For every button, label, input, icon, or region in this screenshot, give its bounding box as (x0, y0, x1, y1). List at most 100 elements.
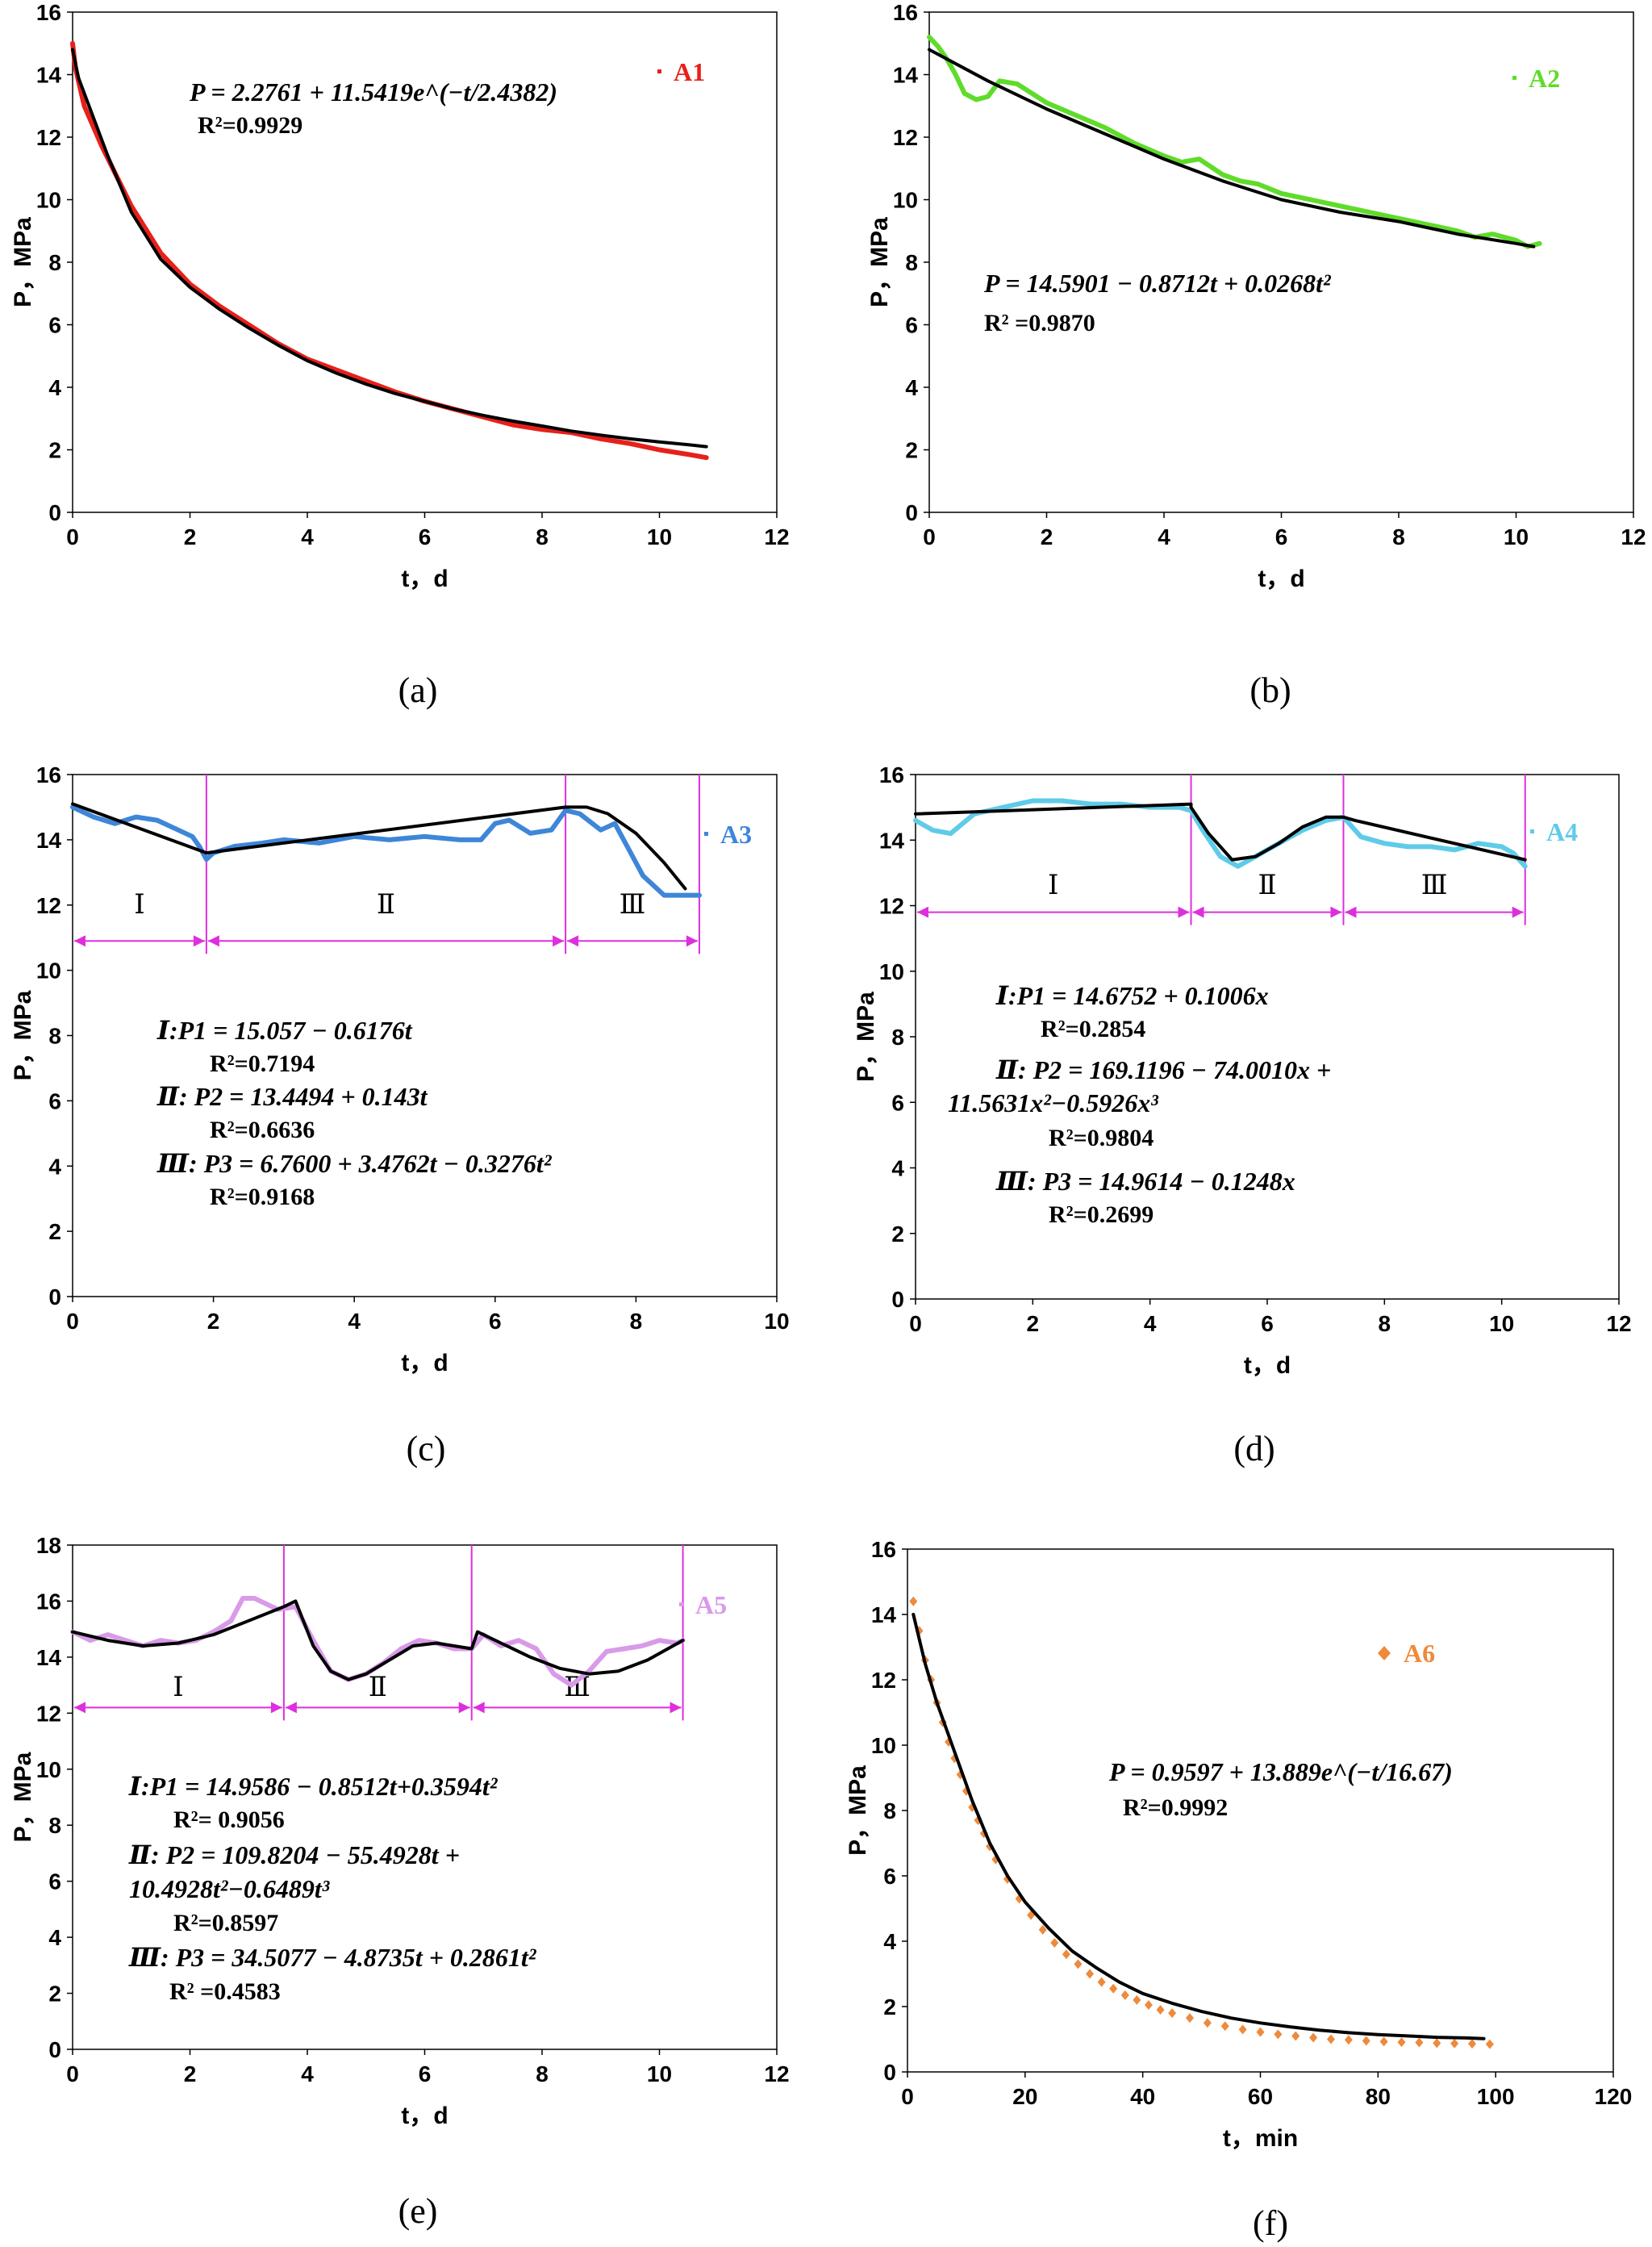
stage-arrowhead (473, 1702, 485, 1714)
legend-label: A4 (1546, 817, 1578, 846)
x-tick-label: 8 (536, 2061, 549, 2086)
y-axis-label: P，MPa (10, 1752, 36, 1842)
y-tick-label: 8 (891, 1025, 904, 1050)
fit-equation: Ⅰ:P1 = 15.057 − 0.6176t (156, 1016, 413, 1045)
y-tick-label: 2 (883, 1994, 896, 2019)
y-tick-label: 2 (48, 1982, 61, 2007)
stage-arrowhead (207, 935, 219, 947)
stage-label: Ⅲ (564, 1673, 590, 1702)
x-tick-label: 8 (1379, 1311, 1391, 1336)
panel-caption: (b) (1249, 670, 1291, 710)
y-tick-label: 14 (871, 1602, 897, 1627)
y-tick-label: 0 (48, 1284, 61, 1309)
stage-arrowhead (670, 1702, 682, 1714)
data-point-A6 (1450, 2038, 1459, 2049)
x-tick-label: 6 (489, 1309, 502, 1334)
x-tick-label: 8 (536, 524, 549, 549)
y-tick-label: 2 (905, 438, 918, 463)
x-tick-label: 4 (1144, 1311, 1157, 1336)
stage-label: Ⅰ (173, 1673, 183, 1702)
stage-arrowhead (74, 1702, 86, 1714)
fit-curve (914, 802, 1527, 862)
r-squared: R²=0.7194 (210, 1050, 315, 1077)
x-tick-label: 6 (419, 2061, 432, 2086)
fit-equation: Ⅱ: P2 = 13.4494 + 0.143t (156, 1082, 428, 1111)
data-point-A6 (1186, 2013, 1194, 2024)
y-tick-label: 8 (48, 1024, 61, 1049)
stage-label: Ⅲ (1421, 871, 1448, 900)
x-tick-label: 4 (1158, 524, 1170, 549)
x-axis-label: t，min (1223, 2125, 1298, 2152)
y-tick-label: 10 (36, 1757, 61, 1782)
x-tick-label: 0 (901, 2084, 914, 2109)
y-tick-label: 12 (36, 893, 61, 918)
x-tick-label: 0 (66, 1309, 79, 1334)
x-tick-label: 80 (1366, 2084, 1391, 2109)
stage-arrowhead (553, 935, 565, 947)
y-tick-label: 4 (883, 1929, 896, 1954)
y-tick-label: 0 (891, 1287, 904, 1312)
data-point-A6 (1468, 2039, 1476, 2049)
r-squared: R²=0.2699 (1049, 1201, 1153, 1228)
x-tick-label: 12 (764, 2061, 789, 2086)
y-tick-label: 16 (879, 762, 904, 787)
r-squared: R²=0.6636 (210, 1117, 315, 1143)
data-point-A6 (1379, 2036, 1388, 2047)
x-tick-label: 12 (1606, 1311, 1631, 1336)
x-tick-label: 60 (1248, 2084, 1273, 2109)
y-tick-label: 12 (36, 1701, 61, 1726)
y-tick-label: 16 (36, 0, 61, 25)
y-tick-label: 14 (36, 828, 62, 853)
data-point-A6 (909, 1596, 918, 1606)
y-axis-label: P，MPa (853, 992, 879, 1082)
data-point-A6 (1050, 1938, 1059, 1948)
y-tick-label: 16 (36, 1589, 61, 1614)
stage-arrowhead (193, 935, 205, 947)
stage-label: Ⅲ (620, 890, 646, 920)
y-tick-label: 0 (48, 2037, 61, 2062)
y-tick-label: 8 (905, 250, 918, 275)
y-tick-label: 4 (48, 1154, 61, 1179)
x-tick-label: 0 (66, 2061, 79, 2086)
x-axis-label: t，d (401, 566, 448, 592)
y-tick-label: 6 (883, 1864, 896, 1889)
stage-arrowhead (1512, 906, 1524, 918)
fit-equation: 10.4928t²−0.6489t³ (129, 1874, 330, 1903)
y-tick-label: 6 (48, 1869, 61, 1894)
x-tick-label: 4 (301, 2061, 314, 2086)
x-tick-label: 10 (647, 2061, 672, 2086)
data-point-A6 (1133, 1994, 1141, 2005)
r-squared: R² =0.9870 (984, 310, 1095, 336)
y-tick-label: 4 (48, 375, 61, 400)
stage-arrowhead (567, 935, 579, 947)
x-tick-label: 10 (1504, 524, 1529, 549)
data-line-A3 (70, 804, 702, 898)
fit-equation: Ⅰ:P1 = 14.9586 − 0.8512t+0.3594t² (128, 1772, 499, 1801)
fit-equation: Ⅱ: P2 = 169.1196 − 74.0010x + (995, 1055, 1331, 1084)
data-point-A6 (1097, 1977, 1106, 1987)
data-point-A6 (1238, 2024, 1247, 2035)
y-tick-label: 6 (48, 1088, 61, 1113)
panel-a: 0 2 4 6 8 10 12 14 16 0 2 4 6 8 10 12 t，d P，MPa A1 P = 2.27… (10, 0, 790, 710)
data-point-A6 (1144, 1999, 1153, 2010)
data-line-A1 (70, 40, 709, 461)
x-tick-label: 2 (184, 524, 197, 549)
x-tick-label: 0 (66, 524, 79, 549)
y-tick-label: 0 (883, 2060, 896, 2085)
data-line-A2 (927, 35, 1542, 249)
legend-marker (679, 1602, 683, 1606)
panel-d: 0 2 4 6 8 10 12 14 16 0 2 4 6 8 10 12 t，d P，MPa Ⅰ Ⅱ Ⅲ A4 Ⅰ:P1 … (853, 762, 1632, 1468)
y-tick-label: 8 (883, 1798, 896, 1823)
data-point-A6 (1362, 2036, 1370, 2046)
panel-caption: (e) (398, 2191, 438, 2231)
legend-label: A1 (674, 57, 705, 86)
y-tick-label: 12 (879, 894, 904, 919)
fit-curve (71, 802, 687, 891)
y-tick-label: 12 (893, 125, 918, 150)
data-point-A6 (1203, 2018, 1212, 2028)
stage-arrowhead (285, 1702, 297, 1714)
fit-equation: Ⅲ: P3 = 14.9614 − 0.1248x (995, 1167, 1295, 1196)
y-tick-label: 2 (891, 1222, 904, 1247)
y-tick-label: 12 (871, 1668, 896, 1693)
